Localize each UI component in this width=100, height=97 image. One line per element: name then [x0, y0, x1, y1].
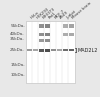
Bar — [69, 24, 74, 28]
Bar — [69, 49, 74, 51]
Bar — [63, 24, 68, 28]
Bar — [39, 33, 44, 36]
Bar — [63, 49, 68, 51]
Text: 55kDa-: 55kDa- — [10, 24, 25, 28]
Text: MAD2L2: MAD2L2 — [78, 48, 98, 53]
Bar — [63, 33, 68, 36]
Bar — [45, 24, 50, 28]
Text: MCF-7: MCF-7 — [54, 9, 65, 20]
Bar — [39, 48, 44, 52]
Bar — [27, 49, 32, 51]
Bar — [45, 39, 50, 42]
Bar — [33, 49, 38, 51]
Bar — [39, 39, 44, 42]
Text: Jurkat: Jurkat — [66, 10, 77, 20]
Bar — [45, 33, 50, 36]
Text: Mouse brain: Mouse brain — [72, 2, 92, 20]
Bar — [39, 24, 44, 28]
Bar — [26, 21, 74, 83]
Bar — [51, 49, 56, 51]
Text: HEK293: HEK293 — [36, 7, 50, 20]
Text: A549: A549 — [60, 11, 70, 20]
Bar — [57, 49, 62, 51]
Text: 35kDa-: 35kDa- — [10, 37, 25, 41]
Bar — [45, 48, 50, 52]
Text: 10kDa-: 10kDa- — [10, 73, 25, 77]
Text: NIH/3T3: NIH/3T3 — [42, 7, 56, 20]
Text: 15kDa-: 15kDa- — [10, 63, 25, 67]
Text: 25kDa-: 25kDa- — [10, 48, 25, 52]
Bar — [69, 33, 74, 36]
Text: 40kDa-: 40kDa- — [10, 32, 25, 36]
Text: HeLa: HeLa — [30, 11, 40, 20]
Text: Rat1: Rat1 — [48, 11, 57, 20]
